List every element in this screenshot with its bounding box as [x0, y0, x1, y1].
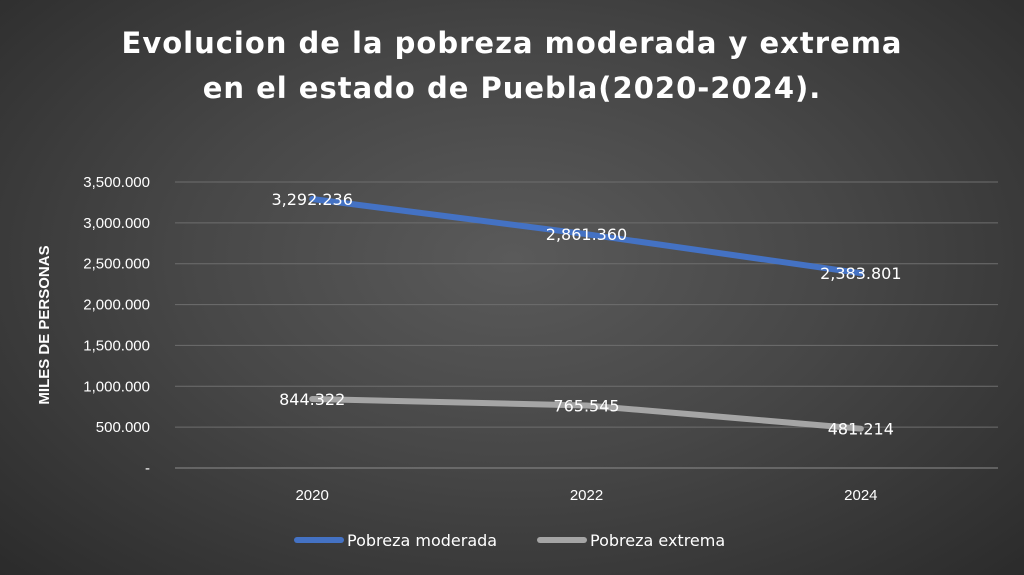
- legend: Pobreza moderada Pobreza extrema: [294, 531, 725, 550]
- series-lines: [309, 195, 864, 432]
- y-axis-label: MILES DE PERSONAS: [36, 245, 53, 404]
- x-tick-label: 2020: [295, 487, 328, 504]
- y-tick-label: -: [145, 460, 150, 477]
- data-labels: 3,292.236 2,861.360 2,383.801 844.322 765.54…: [271, 190, 901, 439]
- legend-label: Pobreza extrema: [590, 531, 725, 550]
- series-line-pobreza-extrema: [309, 396, 864, 432]
- data-label: 2,861.360: [546, 225, 627, 244]
- gridlines: [175, 181, 998, 469]
- data-label: 844.322: [279, 390, 345, 409]
- y-tick-label: 3,500.000: [83, 174, 150, 191]
- data-label: 765.545: [553, 396, 619, 415]
- y-axis-ticks: - 500.000 1,000.000 1,500.000 2,000.000 2,500…: [83, 174, 150, 477]
- y-tick-label: 500.000: [96, 419, 150, 436]
- data-label: 3,292.236: [271, 190, 352, 209]
- y-tick-label: 1,500.000: [83, 337, 150, 354]
- y-tick-label: 3,000.000: [83, 215, 150, 232]
- legend-label: Pobreza moderada: [347, 531, 497, 550]
- chart-title-line-1: Evolucion de la pobreza moderada y extre…: [122, 26, 903, 60]
- y-tick-label: 2,000.000: [83, 297, 150, 314]
- data-label: 481.214: [828, 420, 894, 439]
- data-label: 2,383.801: [820, 264, 901, 283]
- chart-title-line-2: en el estado de Puebla(2020-2024).: [203, 71, 822, 105]
- x-tick-label: 2022: [570, 487, 603, 504]
- y-tick-label: 1,000.000: [83, 378, 150, 395]
- series-line-pobreza-moderada: [309, 195, 864, 277]
- chart-title: Evolucion de la pobreza moderada y extre…: [122, 26, 903, 105]
- y-tick-label: 2,500.000: [83, 256, 150, 273]
- x-axis-ticks: 2020 2022 2024: [295, 487, 877, 504]
- x-tick-label: 2024: [844, 487, 877, 504]
